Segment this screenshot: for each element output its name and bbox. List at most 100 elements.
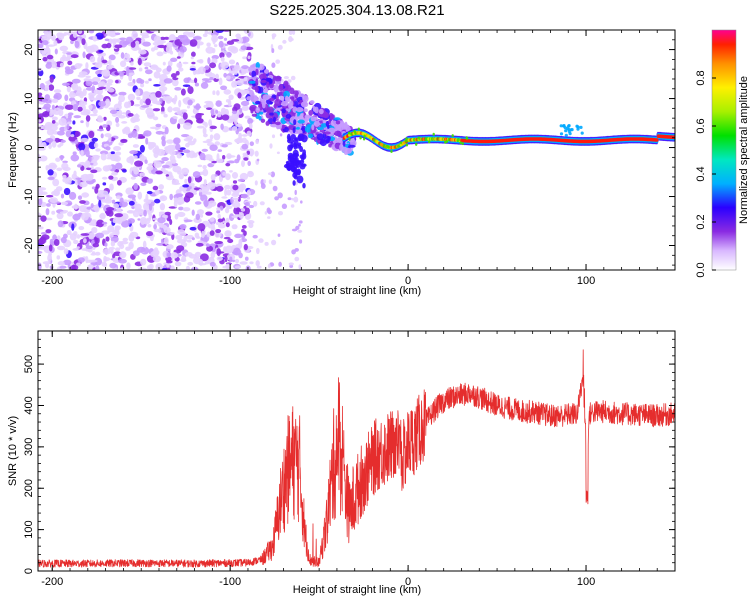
spectrogram-blob	[278, 261, 282, 267]
spectrogram-blob	[231, 172, 239, 179]
spectrogram-blob	[175, 70, 180, 76]
spectrogram-blob	[559, 124, 563, 128]
spectrogram-blob	[218, 40, 224, 48]
spectrogram-x-tick-label: 100	[577, 275, 595, 287]
spectrogram-blob	[189, 188, 195, 193]
spectrogram-blob	[217, 35, 224, 40]
spectrogram-blob	[53, 40, 58, 46]
spectrogram-blob	[159, 202, 166, 211]
spectrogram-blob	[162, 224, 168, 231]
spectrogram-blob	[47, 44, 56, 47]
spectrogram-blob	[160, 238, 164, 244]
spectrogram-blob	[249, 106, 256, 112]
spectrogram-blob	[45, 164, 49, 171]
spectrogram-blob	[281, 124, 285, 130]
spectrogram-blob	[226, 189, 232, 196]
spectrogram-blob	[153, 71, 161, 79]
spectrogram-blob	[167, 106, 173, 113]
spectrogram-blob	[223, 72, 228, 78]
spectrogram-blob	[169, 218, 173, 226]
spectrogram-blob	[131, 206, 135, 210]
spectrogram-blob	[39, 155, 48, 162]
spectrogram-blob	[203, 104, 210, 109]
spectrogram-blob	[137, 267, 147, 270]
spectrogram-blob	[239, 108, 243, 113]
spectrogram-blob	[76, 234, 81, 239]
spectrogram-blob	[276, 91, 283, 96]
spectrogram-y-tick-label: 20	[23, 43, 35, 55]
spectrogram-blob	[275, 59, 281, 64]
spectrogram-blob	[243, 76, 248, 82]
spectrogram-blob	[215, 228, 222, 234]
spectrogram-blob	[177, 201, 183, 206]
spectrogram-blob	[241, 67, 248, 75]
spectrogram-blob	[237, 178, 245, 182]
spectrogram-blob	[281, 100, 289, 107]
spectrogram-blob	[100, 190, 109, 197]
spectrogram-blob	[382, 144, 386, 148]
spectrogram-blob	[237, 196, 241, 202]
spectrogram-blob	[281, 108, 286, 114]
spectrogram-blob	[53, 95, 59, 99]
spectrogram-blob	[119, 37, 127, 41]
spectrogram-blob	[88, 130, 95, 139]
spectrogram-blob	[159, 195, 168, 202]
spectrogram-blob	[212, 90, 216, 95]
spectrogram-blob	[182, 149, 191, 154]
spectrogram-blob	[59, 45, 69, 52]
spectrogram-blob	[211, 223, 215, 230]
spectrogram-blob	[185, 192, 194, 199]
spectrogram-blob	[302, 182, 306, 189]
spectrogram-blob	[148, 144, 154, 150]
spectrogram-blob	[137, 57, 142, 66]
spectrogram-blob	[110, 151, 115, 155]
spectrogram-blob	[95, 32, 104, 40]
spectrogram-blob	[42, 261, 51, 265]
spectrogram-blob	[234, 64, 241, 72]
spectrogram-blob	[238, 183, 247, 191]
spectrogram-blob	[271, 239, 277, 246]
spectrogram-blob	[90, 203, 94, 209]
spectrogram-blob	[222, 171, 227, 176]
spectrogram-blob	[154, 198, 161, 204]
spectrogram-blob	[204, 100, 213, 104]
spectrogram-blob	[80, 100, 88, 106]
spectrogram-blob	[268, 179, 273, 185]
spectrogram-blob	[152, 108, 161, 112]
spectrogram-blob	[156, 51, 164, 57]
spectrogram-blob	[100, 81, 106, 87]
spectrogram-blob	[194, 82, 200, 87]
spectrogram-blob	[255, 247, 260, 255]
spectrogram-blob	[55, 157, 61, 162]
spectrogram-blob	[170, 57, 178, 62]
spectrogram-blob	[79, 205, 88, 213]
spectrogram-blob	[73, 170, 77, 177]
spectrogram-blob	[57, 261, 65, 266]
spectrogram-blob	[82, 51, 86, 59]
spectrogram-blob	[262, 94, 270, 101]
spectrogram-blob	[67, 114, 72, 120]
spectrogram-blob	[247, 170, 253, 175]
spectrogram-blob	[182, 207, 191, 212]
spectrogram-blob	[199, 183, 208, 190]
spectrogram-blob	[565, 126, 570, 131]
spectrogram-blob	[182, 184, 189, 188]
spectrogram-blob	[47, 176, 55, 180]
spectrogram-blob	[94, 251, 101, 256]
spectrogram-blob	[232, 188, 240, 196]
spectrogram-blob	[94, 257, 103, 266]
spectrogram-blob	[51, 116, 58, 121]
spectrogram-blob	[161, 88, 165, 96]
spectrogram-blob	[173, 199, 178, 208]
spectrogram-blob	[289, 264, 294, 269]
spectrogram-blob	[199, 152, 206, 161]
spectrogram-blob	[182, 61, 189, 65]
spectrogram-blob	[182, 112, 188, 120]
spectrogram-blob	[217, 213, 221, 219]
spectrogram-blob	[77, 195, 83, 200]
spectrogram-blob	[268, 172, 272, 176]
spectrogram-blob	[274, 99, 282, 107]
snr-x-label: Height of straight line (km)	[293, 584, 421, 596]
spectrogram-blob	[242, 152, 248, 157]
spectrogram-blob	[399, 141, 403, 145]
